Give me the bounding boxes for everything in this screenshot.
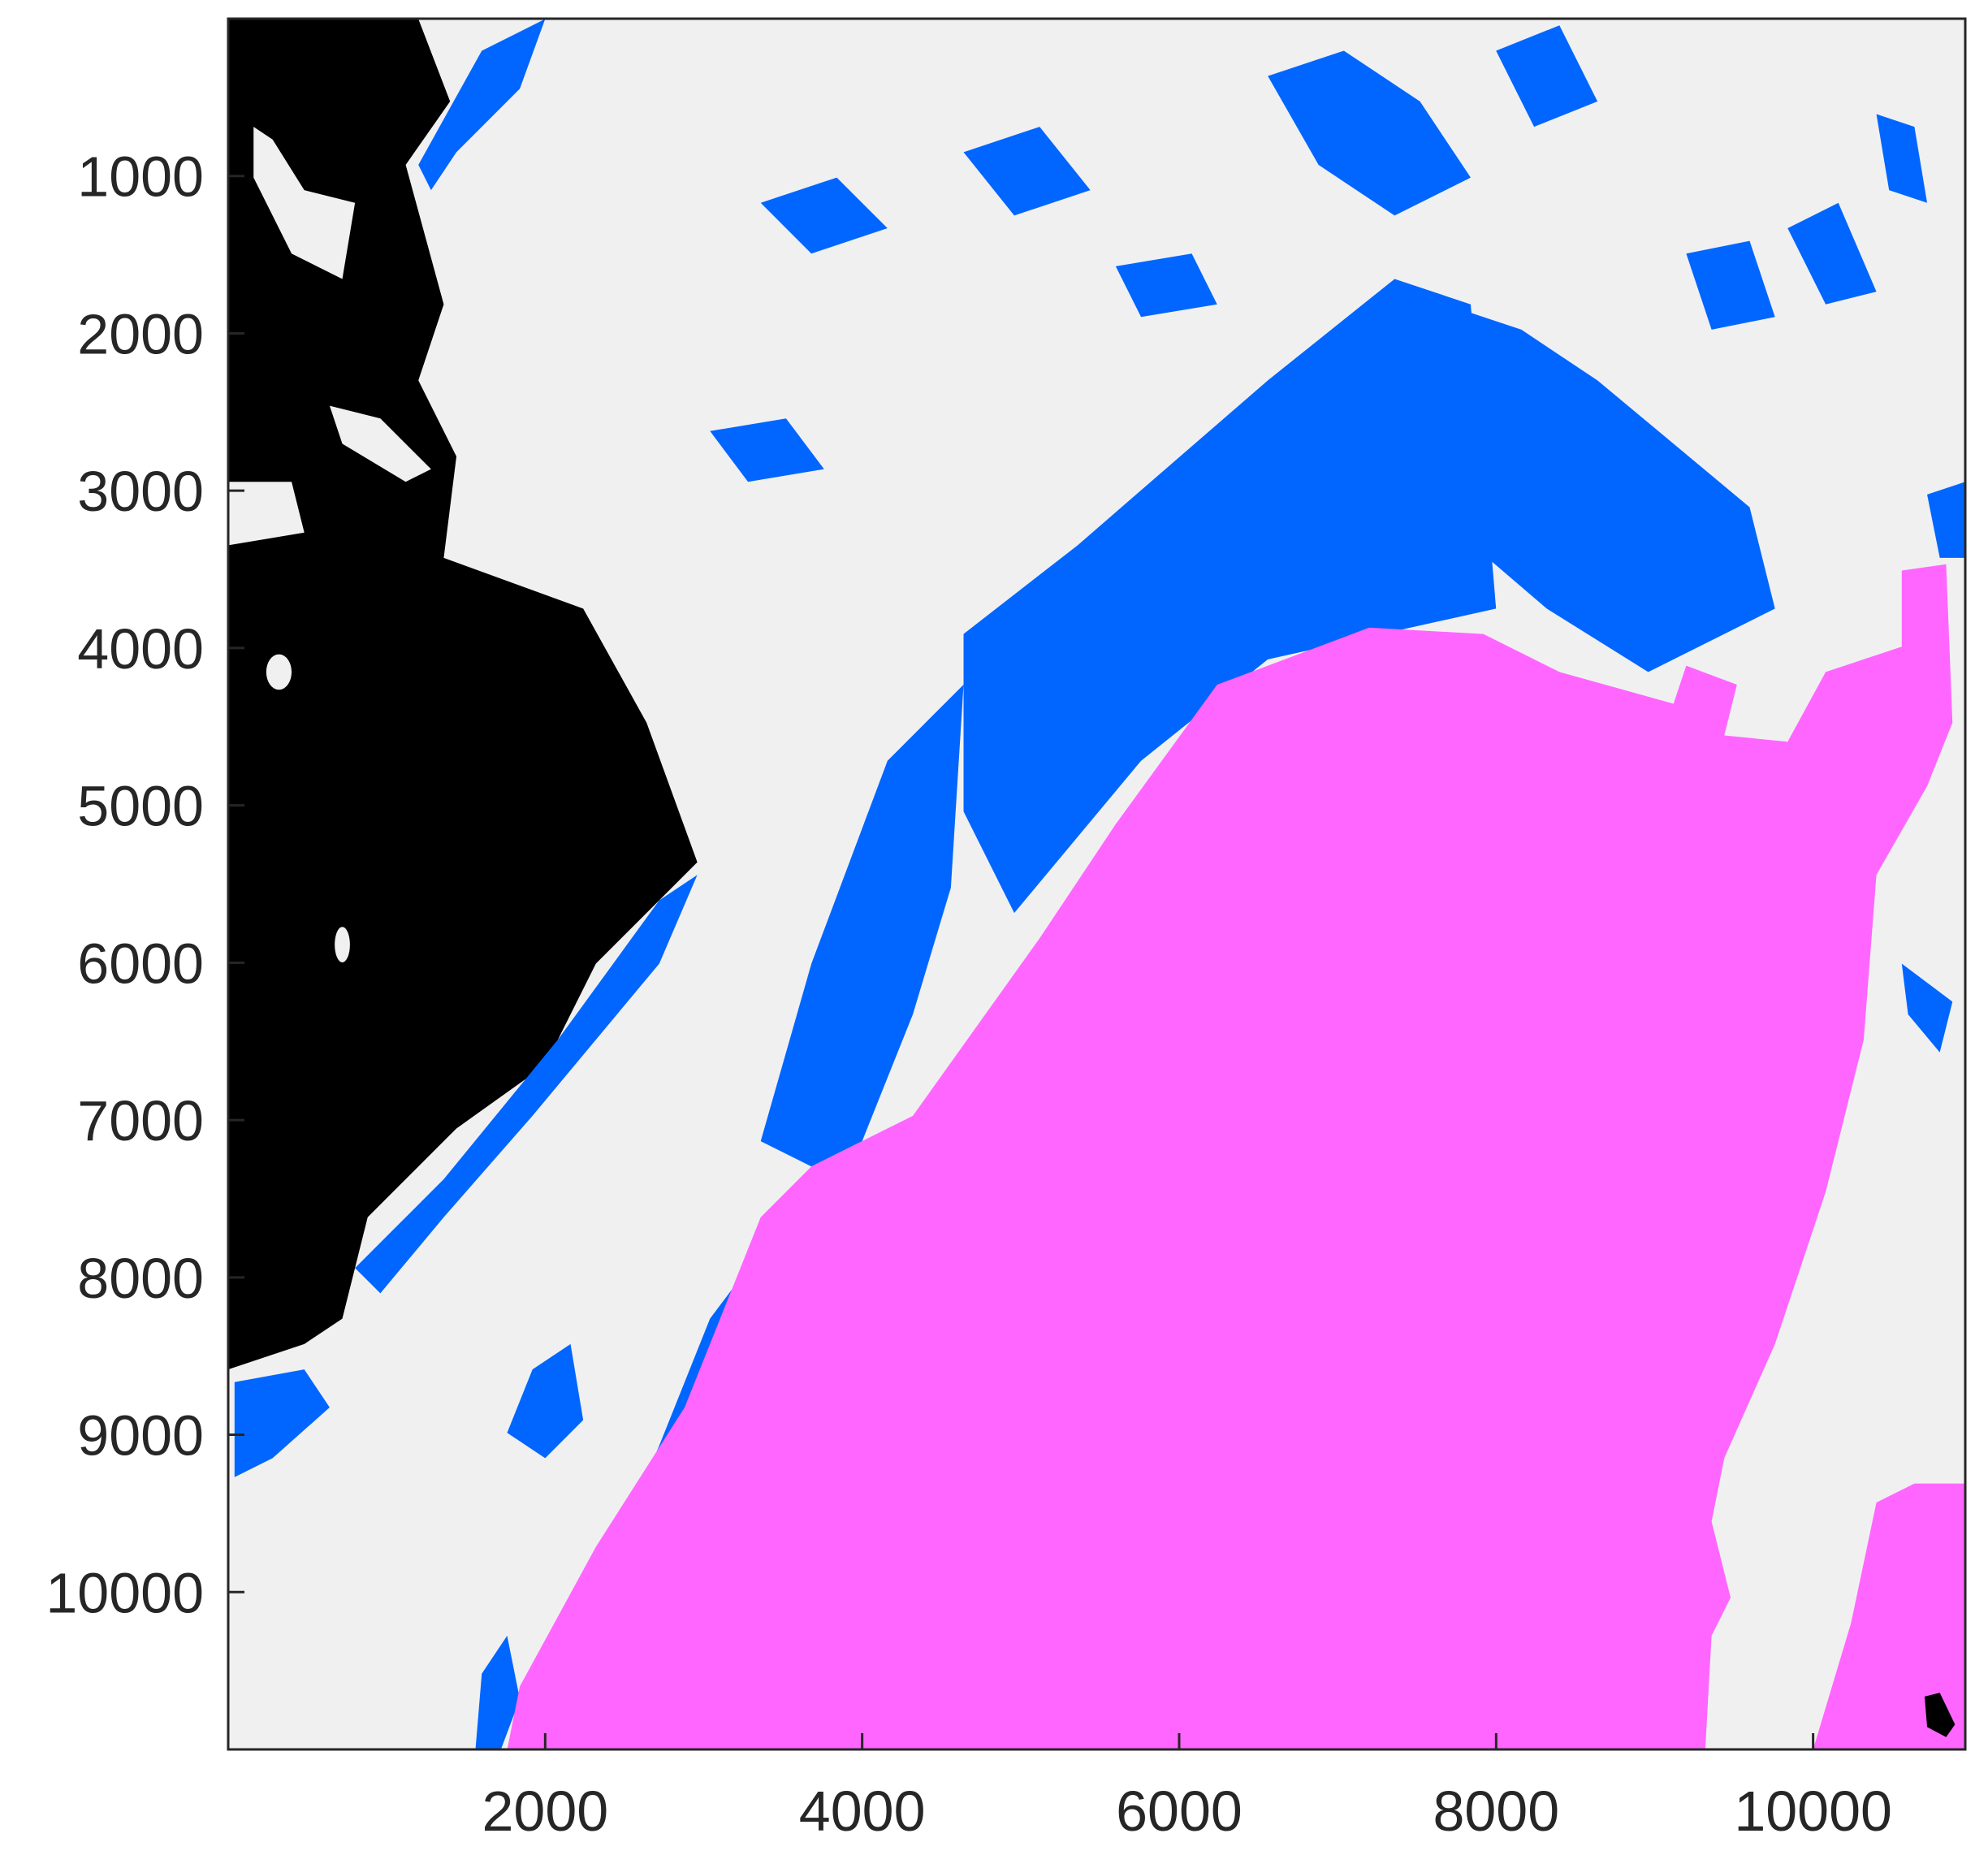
x-tick-label: 6000 [1116,1779,1242,1843]
blue-class-regions [234,19,1965,1750]
y-tick-label: 6000 [77,932,204,995]
magenta-class-region [507,564,1953,1750]
axes-frame [227,17,1967,1751]
classified-image [228,19,1965,1750]
x-tick-label: 8000 [1433,1779,1559,1843]
magenta-class-region [1813,1483,1965,1750]
y-tick-label: 10000 [45,1561,204,1624]
y-tick-label: 3000 [77,460,204,523]
black-class-region [1924,1693,1956,1737]
y-tick-label: 5000 [77,775,204,838]
x-tick-label: 4000 [799,1779,926,1843]
black-class-region [228,19,698,1370]
y-tick-label: 2000 [77,302,204,365]
gaps [228,127,431,962]
y-tick-label: 9000 [77,1404,204,1468]
x-tick-label: 10000 [1734,1779,1892,1843]
y-tick-label: 1000 [77,145,204,209]
y-tick-label: 4000 [77,617,204,681]
x-tick-label: 2000 [482,1779,608,1843]
y-tick-label: 8000 [77,1247,204,1310]
y-tick-label: 7000 [77,1089,204,1152]
